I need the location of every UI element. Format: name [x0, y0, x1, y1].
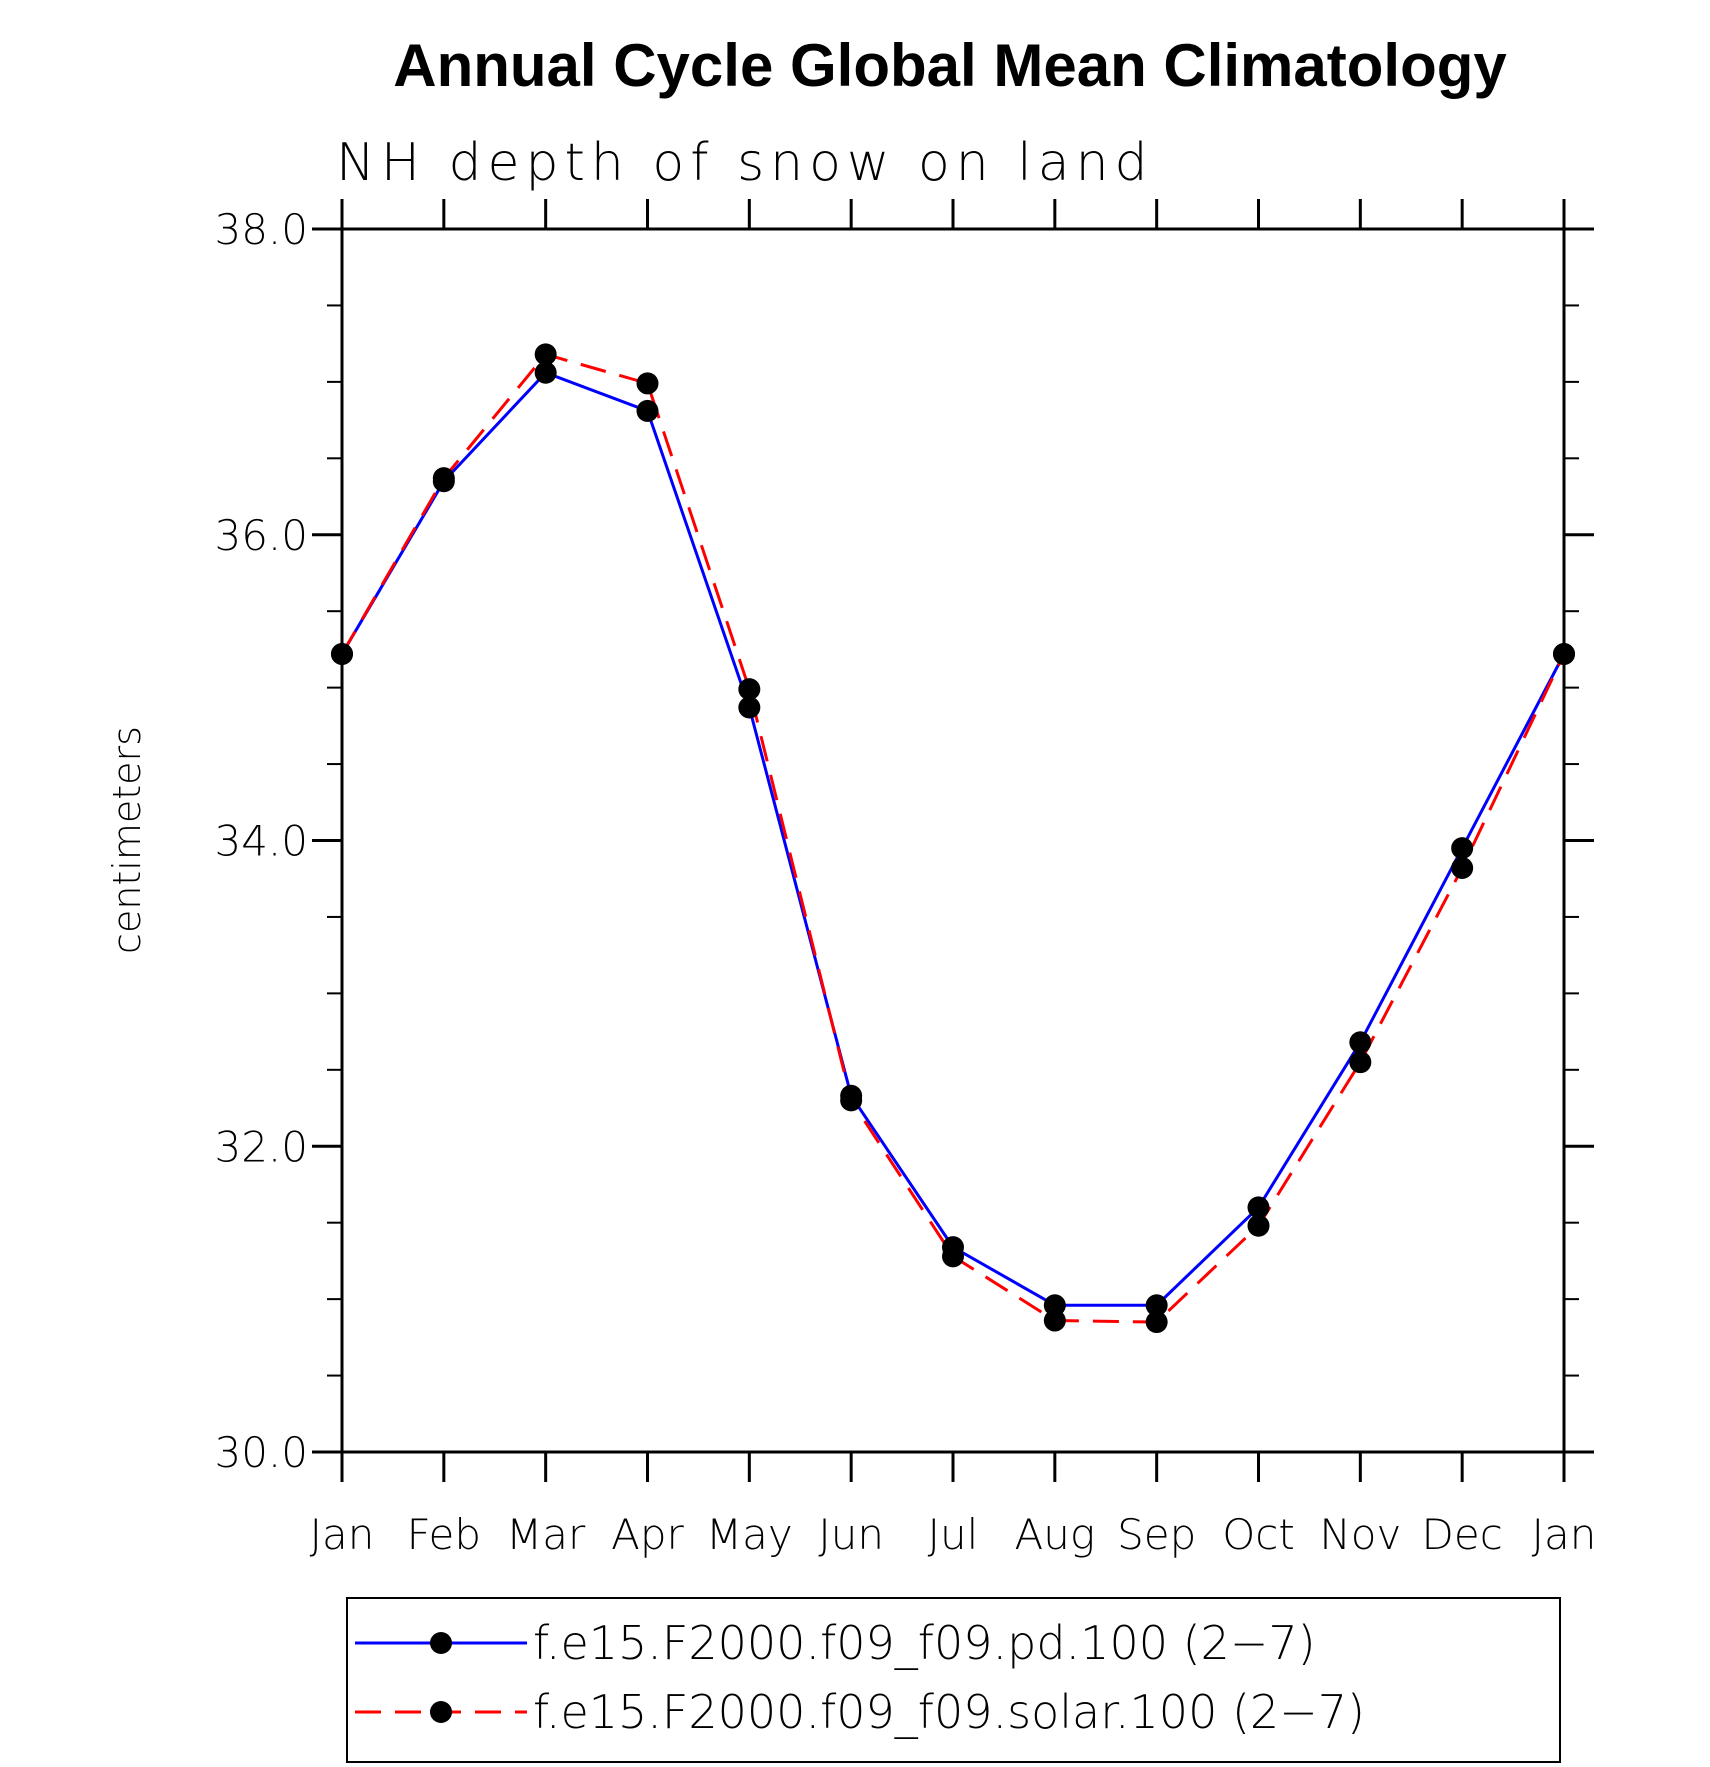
series-1-point: [636, 372, 659, 395]
legend-marker-solar: [430, 1701, 452, 1723]
series-line-0: [340, 371, 1566, 1307]
y-tick-label: 32.0: [214, 1122, 308, 1171]
series-0-point: [1349, 1031, 1372, 1054]
y-tick-label: 34.0: [214, 817, 308, 866]
x-tick-label: Aug: [1015, 1510, 1096, 1559]
series-0-point: [534, 361, 557, 384]
series-line-1: [340, 352, 1566, 1324]
series-1-point: [432, 467, 455, 490]
legend-label-pd: f.e15.F2000.f09_f09.pd.100 (2−7): [533, 1616, 1316, 1670]
series-group: [331, 343, 1575, 1334]
series-0-point: [1451, 837, 1474, 860]
series-1-point: [1247, 1214, 1270, 1237]
x-tick-label: Jan: [1532, 1510, 1597, 1559]
x-tick-label: Jan: [310, 1510, 375, 1559]
series-1-point: [1043, 1309, 1066, 1332]
plot-frame: [340, 227, 1566, 1454]
series-0-point: [1247, 1196, 1270, 1219]
legend-marker-pd: [430, 1632, 452, 1654]
series-1-point: [840, 1089, 863, 1112]
y-tick-label: 38.0: [214, 205, 308, 254]
series-1-point: [1349, 1051, 1372, 1074]
x-tick-label: May: [706, 1510, 793, 1559]
x-tick-label: Mar: [506, 1510, 586, 1559]
legend: f.e15.F2000.f09_f09.pd.100 (2−7) f.e15.F…: [346, 1597, 1561, 1763]
y-tick-label: 36.0: [214, 511, 308, 560]
tick-labels: Jan Feb Mar Apr May Jun Jul Aug Sep Oct Nov Dec Jan3…: [214, 205, 1596, 1559]
x-tick-label: Jul: [928, 1510, 979, 1559]
x-tick-label: Feb: [407, 1510, 481, 1559]
x-tick-label: Oct: [1222, 1510, 1295, 1559]
series-1-point: [1451, 857, 1474, 880]
series-0-point: [1043, 1294, 1066, 1317]
y-tick-label: 30.0: [214, 1428, 308, 1477]
series-0-point: [738, 696, 761, 719]
legend-box: [346, 1597, 1561, 1763]
series-1-point: [1145, 1311, 1168, 1334]
series-1-point: [738, 678, 761, 701]
axis-ticks: [312, 199, 1594, 1482]
series-0-point: [1145, 1294, 1168, 1317]
series-1-point: [942, 1245, 964, 1268]
chart-subtitle: NH depth of snow on land: [336, 133, 1154, 193]
legend-label-solar: f.e15.F2000.f09_f09.solar.100 (2−7): [533, 1685, 1365, 1739]
x-tick-label: Nov: [1319, 1510, 1401, 1559]
chart-title: Annual Cycle Global Mean Climatology: [393, 32, 1507, 99]
x-tick-label: Jun: [818, 1510, 884, 1559]
series-1-point: [534, 343, 557, 366]
x-tick-label: Sep: [1117, 1510, 1196, 1559]
x-tick-label: Dec: [1422, 1510, 1503, 1559]
series-0-point: [636, 399, 659, 422]
y-axis-label: centimeters: [105, 726, 149, 954]
x-tick-label: Apr: [611, 1510, 684, 1559]
